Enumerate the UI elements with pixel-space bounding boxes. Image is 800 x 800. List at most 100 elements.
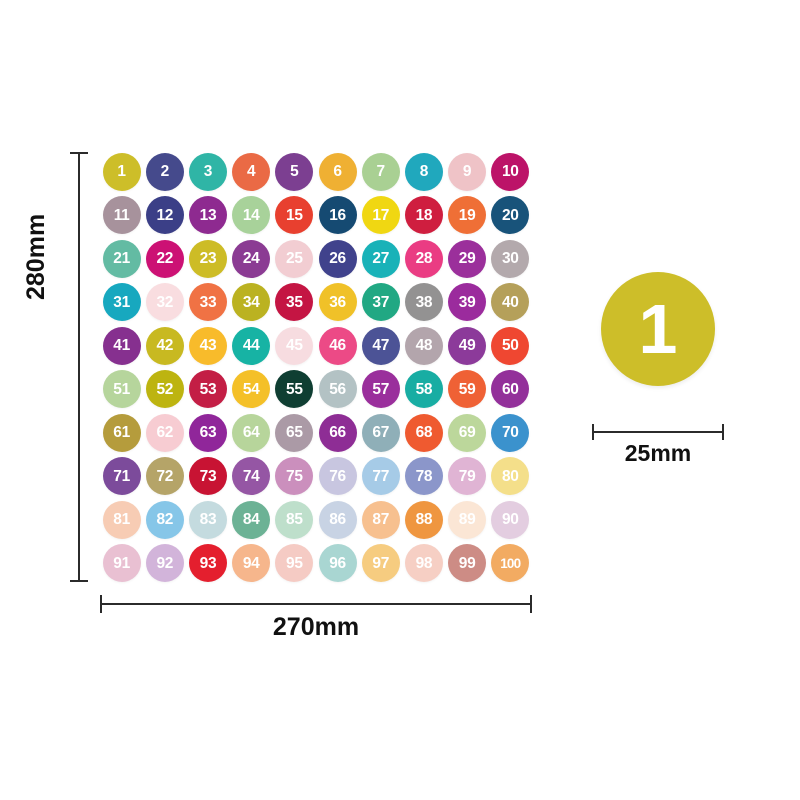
dot-cell: 18 [402, 194, 445, 238]
dot-cell: 29 [446, 237, 489, 281]
dot-cell: 100 [489, 542, 532, 586]
number-dot: 75 [275, 457, 314, 496]
number-dot: 50 [491, 326, 530, 365]
dot-cell: 33 [186, 281, 229, 325]
dot-cell: 51 [100, 368, 143, 412]
dot-cell: 13 [186, 194, 229, 238]
number-dot: 88 [404, 500, 443, 539]
number-dot: 89 [448, 500, 487, 539]
number-dot: 51 [102, 370, 141, 409]
dot-cell: 14 [230, 194, 273, 238]
number-dot: 100 [491, 544, 530, 583]
number-dot: 2 [145, 152, 184, 191]
dot-cell: 7 [359, 150, 402, 194]
number-dot: 55 [275, 370, 314, 409]
number-dot: 90 [491, 500, 530, 539]
dot-cell: 81 [100, 498, 143, 542]
number-dot: 80 [491, 457, 530, 496]
number-dot: 71 [102, 457, 141, 496]
dot-cell: 52 [143, 368, 186, 412]
dot-cell: 42 [143, 324, 186, 368]
dot-cell: 95 [273, 542, 316, 586]
sticker-sheet-panel: 1 2 3 4 5 6 7 8 9 10 11 12 13 14 15 16 17 18 19 20 21 22 23 24 2… [100, 150, 532, 585]
number-dot: 96 [318, 544, 357, 583]
number-dot: 26 [318, 239, 357, 278]
dot-cell: 22 [143, 237, 186, 281]
number-dot: 17 [361, 196, 400, 235]
dot-cell: 84 [230, 498, 273, 542]
number-dot: 42 [145, 326, 184, 365]
dot-cell: 71 [100, 455, 143, 499]
number-dot: 13 [188, 196, 227, 235]
number-dot: 28 [404, 239, 443, 278]
number-dot: 69 [448, 413, 487, 452]
dot-cell: 41 [100, 324, 143, 368]
number-dot: 37 [361, 283, 400, 322]
number-dot: 60 [491, 370, 530, 409]
width-dimension-line [100, 595, 532, 613]
number-dot: 58 [404, 370, 443, 409]
dot-cell: 70 [489, 411, 532, 455]
dot-cell: 10 [489, 150, 532, 194]
dot-cell: 31 [100, 281, 143, 325]
number-dot: 62 [145, 413, 184, 452]
sample-dimension-line [592, 424, 724, 440]
dot-cell: 89 [446, 498, 489, 542]
dot-cell: 39 [446, 281, 489, 325]
number-dot: 7 [361, 152, 400, 191]
dot-cell: 88 [402, 498, 445, 542]
number-dot: 29 [448, 239, 487, 278]
number-dot: 56 [318, 370, 357, 409]
sample-dimension-label: 25mm [624, 440, 692, 466]
number-dot: 4 [232, 152, 271, 191]
number-dot: 27 [361, 239, 400, 278]
dot-cell: 40 [489, 281, 532, 325]
dot-cell: 59 [446, 368, 489, 412]
dot-cell: 9 [446, 150, 489, 194]
number-dot: 11 [102, 196, 141, 235]
dot-cell: 43 [186, 324, 229, 368]
number-dot: 30 [491, 239, 530, 278]
dot-cell: 6 [316, 150, 359, 194]
dot-cell: 28 [402, 237, 445, 281]
number-dot: 47 [361, 326, 400, 365]
number-dot: 87 [361, 500, 400, 539]
number-dot: 31 [102, 283, 141, 322]
dot-cell: 38 [402, 281, 445, 325]
number-dot: 97 [361, 544, 400, 583]
number-dot: 19 [448, 196, 487, 235]
number-dot: 52 [145, 370, 184, 409]
number-dot: 18 [404, 196, 443, 235]
number-dot: 63 [188, 413, 227, 452]
number-dot: 38 [404, 283, 443, 322]
number-dot: 3 [188, 152, 227, 191]
number-dot: 40 [491, 283, 530, 322]
dot-cell: 74 [230, 455, 273, 499]
dot-cell: 21 [100, 237, 143, 281]
number-dot: 33 [188, 283, 227, 322]
dot-cell: 68 [402, 411, 445, 455]
number-dot: 78 [404, 457, 443, 496]
dot-cell: 46 [316, 324, 359, 368]
number-dot: 48 [404, 326, 443, 365]
number-dot: 35 [275, 283, 314, 322]
number-dot: 68 [404, 413, 443, 452]
dot-cell: 61 [100, 411, 143, 455]
dot-cell: 55 [273, 368, 316, 412]
number-dot: 83 [188, 500, 227, 539]
dot-cell: 24 [230, 237, 273, 281]
number-dot: 8 [404, 152, 443, 191]
number-dot: 72 [145, 457, 184, 496]
number-dot: 61 [102, 413, 141, 452]
number-dot: 93 [188, 544, 227, 583]
dot-cell: 92 [143, 542, 186, 586]
dot-cell: 4 [230, 150, 273, 194]
dot-cell: 65 [273, 411, 316, 455]
dot-cell: 16 [316, 194, 359, 238]
number-dot: 66 [318, 413, 357, 452]
number-dot: 73 [188, 457, 227, 496]
dot-cell: 27 [359, 237, 402, 281]
dot-cell: 32 [143, 281, 186, 325]
dot-cell: 94 [230, 542, 273, 586]
